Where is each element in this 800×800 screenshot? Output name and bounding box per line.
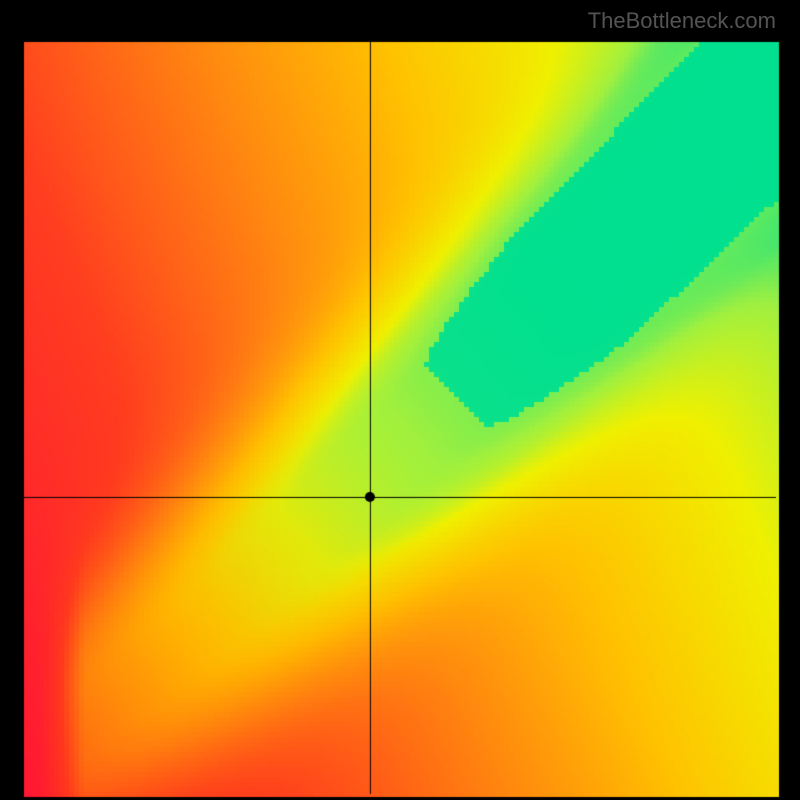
bottleneck-heatmap-chart: [0, 0, 800, 800]
attribution-text: TheBottleneck.com: [588, 8, 776, 34]
chart-container: TheBottleneck.com: [0, 0, 800, 800]
